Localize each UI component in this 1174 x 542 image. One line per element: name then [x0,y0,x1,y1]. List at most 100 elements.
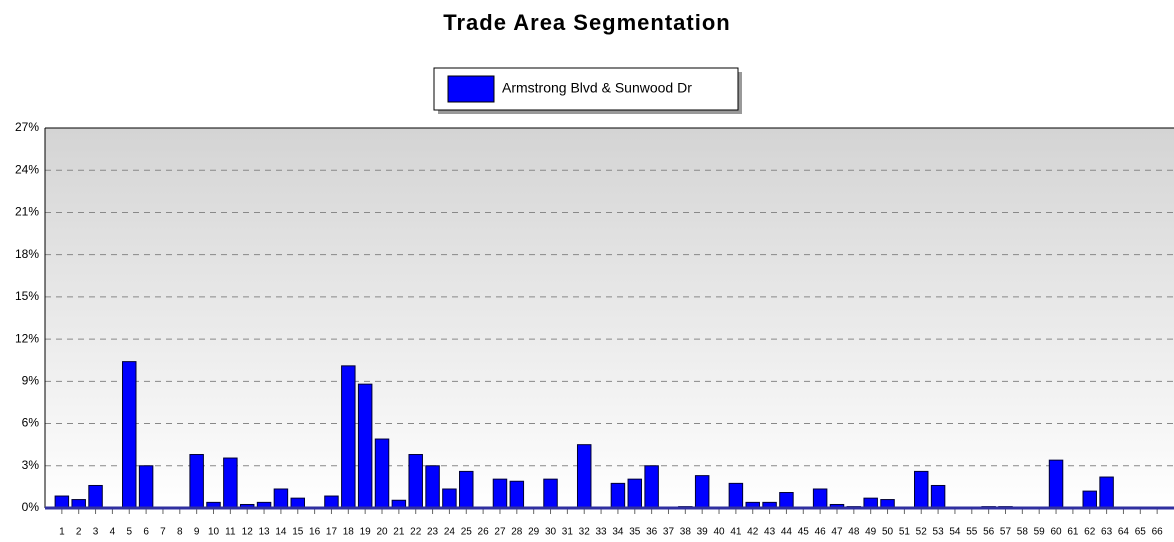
x-tick-label: 8 [177,527,183,538]
bar [138,465,154,509]
bar [273,488,289,509]
x-tick-label: 17 [326,527,338,538]
x-tick-label: 61 [1067,527,1079,538]
x-tick-label: 52 [916,527,928,538]
bar [374,438,390,509]
bar [54,495,70,509]
x-tick-label: 6 [143,527,149,538]
bar [122,361,137,509]
x-tick-label: 43 [764,527,776,538]
legend-label: Armstrong Blvd & Sunwood Dr [502,80,692,96]
bar [610,482,626,509]
bar [442,488,457,509]
x-tick-label: 12 [242,527,254,538]
chart-title: Trade Area Segmentation [443,10,730,35]
x-tick-label: 58 [1017,527,1029,538]
x-tick-label: 49 [865,527,877,538]
x-tick-label: 55 [966,527,978,538]
x-tick-label: 21 [393,527,405,538]
bar [1082,490,1097,509]
y-tick-label: 24% [15,162,39,176]
x-tick-label: 63 [1101,527,1113,538]
x-tick-label: 16 [309,527,321,538]
x-tick-label: 3 [93,527,99,538]
x-tick-label: 40 [713,527,725,538]
bar [812,488,828,509]
y-tick-label: 3% [22,458,40,472]
x-tick-label: 27 [494,527,506,538]
x-tick-label: 54 [949,527,961,538]
x-tick-label: 66 [1152,527,1164,538]
bar [930,484,946,509]
y-tick-label: 9% [22,374,40,388]
bar [543,478,558,509]
x-tick-label: 31 [562,527,574,538]
x-tick-label: 44 [781,527,793,538]
bar [88,484,103,509]
bar [627,478,643,509]
x-tick-label: 51 [899,527,911,538]
y-tick-label: 18% [15,247,39,261]
x-tick-label: 62 [1084,527,1096,538]
x-tick-label: 25 [461,527,473,538]
x-tick-label: 30 [545,527,557,538]
x-tick-label: 45 [798,527,810,538]
x-tick-label: 35 [629,527,641,538]
x-tick-label: 57 [1000,527,1012,538]
bar [1099,476,1114,509]
bar [425,465,440,509]
x-tick-label: 24 [444,527,456,538]
x-tick-label: 56 [983,527,995,538]
x-tick-label: 22 [410,527,422,538]
x-tick-label: 10 [208,527,220,538]
x-tick-label: 26 [478,527,490,538]
y-tick-label: 6% [22,416,40,430]
bar [492,478,508,509]
x-tick-label: 2 [76,527,82,538]
x-tick-label: 50 [882,527,894,538]
x-tick-label: 11 [225,527,236,538]
bar [223,457,238,509]
y-tick-label: 27% [15,120,39,134]
x-tick-label: 18 [343,527,355,538]
bar [357,383,373,509]
bar [728,482,744,509]
x-tick-label: 37 [663,527,675,538]
bar [408,454,423,509]
x-tick-label: 28 [511,527,523,538]
x-tick-label: 14 [275,527,287,538]
bar [576,444,592,509]
x-tick-label: 23 [427,527,439,538]
x-tick-label: 33 [596,527,608,538]
x-tick-label: 4 [110,527,116,538]
x-tick-label: 39 [697,527,709,538]
bar [324,495,339,509]
x-tick-label: 29 [528,527,540,538]
y-tick-label: 0% [22,500,40,514]
plot-area [45,128,1174,508]
y-tick-label: 12% [15,331,39,345]
x-tick-label: 47 [831,527,843,538]
x-tick-label: 34 [612,527,624,538]
x-tick-label: 46 [815,527,827,538]
x-tick-label: 5 [126,527,132,538]
x-tick-label: 64 [1118,527,1130,538]
x-tick-label: 1 [59,527,65,538]
bar [913,470,929,509]
x-tick-label: 36 [646,527,658,538]
x-tick-label: 20 [376,527,388,538]
x-tick-label: 42 [747,527,759,538]
x-tick-label: 53 [933,527,945,538]
bar [694,475,710,509]
x-tick-label: 38 [680,527,692,538]
bar [779,492,794,509]
bar [189,454,204,509]
bar [341,365,356,509]
x-tick-label: 65 [1135,527,1147,538]
y-tick-label: 21% [15,205,39,219]
legend-swatch [447,75,495,103]
bar [644,465,659,509]
x-tick-label: 59 [1034,527,1046,538]
bar [459,470,474,509]
